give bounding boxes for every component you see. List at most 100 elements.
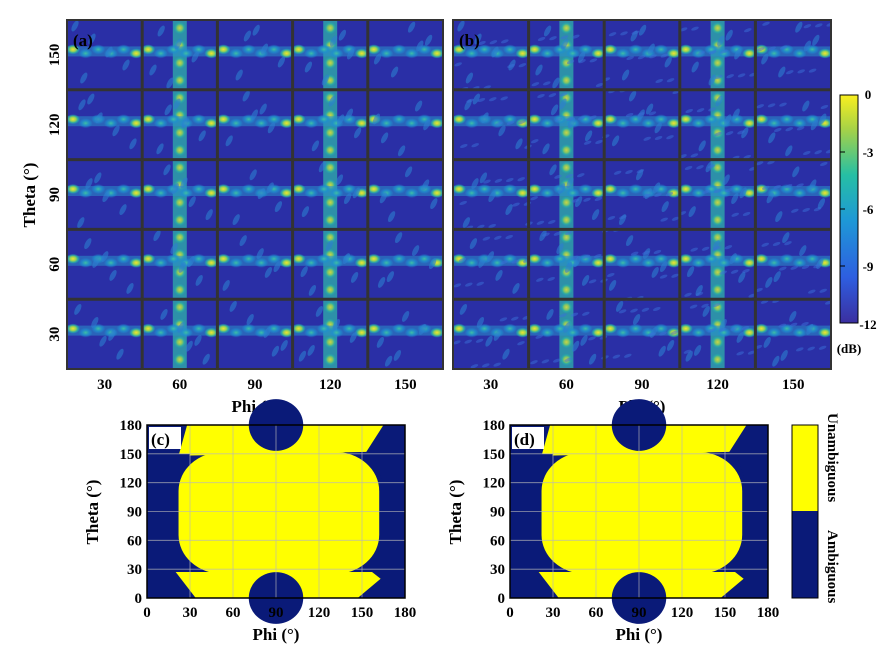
fringe-spot (304, 188, 319, 199)
fringe-spot (464, 118, 479, 129)
stripe-peak (173, 353, 186, 366)
noise-spot (647, 332, 656, 337)
sidelobe-spot (418, 323, 427, 335)
fringe-spot (191, 323, 206, 334)
panel-a-label: (a) (73, 31, 93, 50)
fringe-spot (379, 118, 394, 129)
sidelobe-spot (459, 303, 468, 315)
noise-spot (653, 306, 661, 312)
sidelobe-spot (698, 140, 706, 152)
noise-spot (807, 346, 815, 351)
fringe-spot (603, 114, 618, 125)
ambiguous-wedge-right (373, 453, 405, 485)
noise-spot (608, 32, 617, 37)
sidelobe-spot (338, 29, 347, 41)
fringe-spot (129, 257, 144, 268)
fringe-spot (279, 48, 294, 59)
sidelobe-spot (390, 66, 399, 78)
noise-spot (779, 266, 787, 271)
sidelobe-spot (342, 253, 351, 265)
sidelobe-spot (173, 98, 181, 110)
fringe-spot (678, 323, 693, 334)
noise-spot (613, 170, 622, 175)
fringe-spot (666, 257, 681, 268)
panel-a-ylabel: Theta (°) (20, 163, 39, 228)
x-tick-label: 150 (351, 605, 374, 621)
fringe-spot (153, 257, 168, 268)
noise-spot (671, 273, 679, 278)
sidelobe-spot (352, 187, 361, 199)
fringe-spot (654, 323, 669, 334)
noise-spot (583, 197, 591, 202)
noise-spot (796, 126, 805, 131)
noise-spot (471, 143, 479, 148)
noise-spot (779, 45, 788, 50)
panel-b-grid (453, 20, 831, 369)
sidelobe-spot (715, 95, 723, 107)
fringe-spot (229, 48, 244, 59)
fringe-spot (767, 48, 782, 59)
noise-spot (531, 139, 539, 144)
noise-spot (696, 108, 705, 113)
sidelobe-spot (795, 21, 803, 33)
panel-d-frame (509, 424, 769, 599)
sidelobe-spot (729, 253, 737, 265)
stripe-peak (324, 56, 337, 69)
noise-spot (483, 179, 491, 184)
sidelobe-spot (563, 321, 571, 333)
noise-spot (820, 104, 829, 110)
x-tick-label: 180 (757, 605, 780, 621)
sidelobe-spot (785, 145, 793, 157)
sidelobe-spot (376, 336, 385, 348)
sidelobe-spot (512, 282, 520, 294)
noise-spot (814, 150, 822, 155)
stripe-peak (711, 161, 724, 174)
fringe-spot (628, 253, 643, 264)
noise-spot (554, 174, 562, 179)
fringe-spot (116, 184, 131, 195)
noise-spot (594, 253, 602, 259)
noise-spot (755, 287, 763, 293)
sidelobe-spot (782, 232, 790, 244)
sidelobe-spot (105, 46, 113, 58)
fringe-spot (291, 114, 306, 125)
fringe-spot (792, 118, 807, 129)
fringe-spot (379, 257, 394, 268)
fringe-spot (754, 114, 769, 125)
fringe-spot (129, 188, 144, 199)
noise-spot (554, 117, 563, 122)
fringe-spot (527, 184, 542, 195)
noise-spot (666, 78, 675, 83)
panel-d-ambiguity-map: 0 30 60 90 120 150 180 0 30 60 90 120 150 180 (d) Phi… (446, 399, 779, 644)
sidelobe-spot (812, 34, 820, 46)
noise-spot (571, 198, 580, 203)
noise-spot (712, 302, 721, 308)
noise-spot (460, 143, 468, 149)
sidelobe-spot (74, 303, 82, 315)
fringe-spot (678, 114, 693, 125)
fringe-spot (453, 323, 466, 334)
sidelobe-spot (156, 143, 164, 155)
noise-spot (737, 73, 746, 78)
noise-spot (815, 23, 823, 28)
fringe-spot (166, 114, 181, 125)
fringe-spot (216, 44, 231, 55)
fringe-spot (716, 257, 731, 268)
fringe-spot (565, 188, 580, 199)
panel-c-ticks: 0 30 60 90 120 150 180 0 30 60 90 120 150 180 (120, 418, 417, 621)
fringe-spot (716, 48, 731, 59)
stripe-peak (324, 231, 337, 244)
noise-spot (454, 62, 462, 67)
fringe-spot (103, 118, 118, 129)
sidelobe-spot (329, 35, 338, 47)
noise-spot (512, 202, 520, 207)
noise-spot (595, 139, 603, 145)
fringe-spot (316, 253, 331, 264)
sidelobe-spot (187, 256, 195, 268)
panel-c-grid (147, 425, 405, 598)
noise-spot (797, 69, 805, 74)
sidelobe-spot (249, 169, 257, 181)
stripe-peak (560, 336, 573, 349)
panel-d-label: (d) (514, 430, 535, 449)
fringe-spot (366, 323, 381, 334)
